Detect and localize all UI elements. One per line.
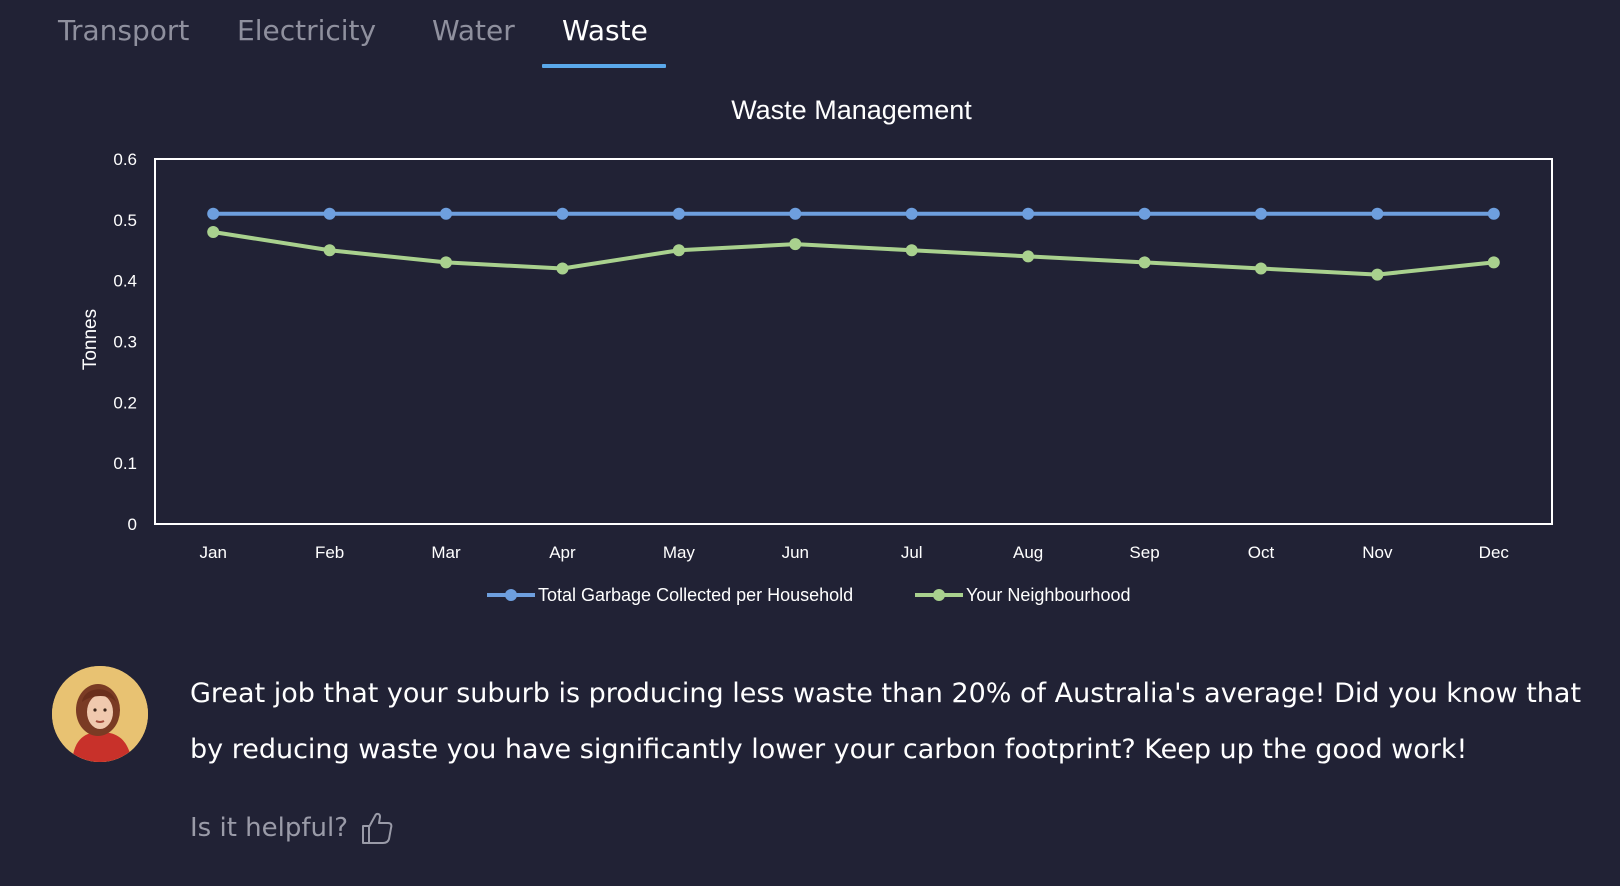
avatar <box>52 666 148 762</box>
data-point-series-2 <box>1487 256 1500 269</box>
y-axis-label: Tonnes <box>80 309 101 370</box>
tab-waste[interactable]: Waste <box>562 14 648 47</box>
waste-management-chart: Waste Management 0 0.1 0.2 0.3 0.4 0.5 0.6 Tonne… <box>80 95 1553 605</box>
legend-marker-1 <box>505 589 517 601</box>
x-tick-label: Sep <box>1129 543 1159 562</box>
tab-water[interactable]: Water <box>432 14 515 47</box>
chat-message: Great job that your suburb is producing … <box>190 678 1582 765</box>
legend-marker-2 <box>933 589 945 601</box>
data-point-series-1 <box>1254 207 1267 220</box>
thumbs-up-icon[interactable] <box>360 810 394 846</box>
data-point-series-1 <box>1022 207 1035 220</box>
data-point-series-1 <box>672 207 685 220</box>
x-tick-label: Jan <box>199 543 226 562</box>
data-point-series-2 <box>1022 250 1035 263</box>
data-point-series-1 <box>1487 207 1500 220</box>
y-tick-label: 0 <box>128 515 137 534</box>
x-tick-label: Oct <box>1248 543 1275 562</box>
data-point-series-1 <box>323 207 336 220</box>
data-point-series-2 <box>323 244 336 257</box>
data-point-series-1 <box>905 207 918 220</box>
tab-electricity[interactable]: Electricity <box>237 14 377 47</box>
x-tick-label: May <box>663 543 696 562</box>
y-tick-label: 0.3 <box>113 333 137 352</box>
feedback-row: Is it helpful? <box>190 808 394 848</box>
data-point-series-2 <box>1254 262 1267 275</box>
y-tick-label: 0.1 <box>113 454 137 473</box>
x-tick-label: Dec <box>1479 543 1510 562</box>
y-tick-label: 0.5 <box>113 211 137 230</box>
x-tick-label: Apr <box>549 543 576 562</box>
feedback-question: Is it helpful? <box>190 813 349 843</box>
data-point-series-2 <box>1371 268 1384 281</box>
data-point-series-2 <box>789 238 802 251</box>
data-point-series-2 <box>556 262 569 275</box>
x-tick-label: Aug <box>1013 543 1043 562</box>
data-point-series-2 <box>440 256 453 269</box>
tab-bar: Transport Electricity Water Waste <box>0 0 1620 70</box>
legend-label-2: Your Neighbourhood <box>966 585 1130 605</box>
data-point-series-1 <box>440 207 453 220</box>
series-line-2 <box>212 230 1494 277</box>
y-tick-label: 0.4 <box>113 272 137 291</box>
x-tick-label: Feb <box>315 543 344 562</box>
y-tick-label: 0.6 <box>113 150 137 169</box>
tab-transport[interactable]: Transport <box>58 14 190 47</box>
x-tick-label: Nov <box>1362 543 1393 562</box>
data-point-series-1 <box>556 207 569 220</box>
x-tick-label: Jun <box>782 543 809 562</box>
data-point-series-2 <box>672 244 685 257</box>
x-tick-label: Mar <box>431 543 461 562</box>
plot-area-border <box>154 158 1553 525</box>
y-tick-label: 0.2 <box>113 393 137 412</box>
data-point-series-2 <box>905 244 918 257</box>
data-point-series-1 <box>789 207 802 220</box>
avatar-portrait <box>52 666 148 762</box>
data-point-series-1 <box>1371 207 1384 220</box>
active-tab-indicator <box>542 64 666 68</box>
legend-label-1: Total Garbage Collected per Household <box>538 585 853 605</box>
data-point-series-2 <box>207 226 220 238</box>
data-point-series-1 <box>1138 207 1151 220</box>
data-point-series-1 <box>207 207 220 220</box>
data-point-series-2 <box>1138 256 1151 269</box>
chart-title: Waste Management <box>731 95 972 125</box>
x-tick-label: Jul <box>901 543 923 562</box>
